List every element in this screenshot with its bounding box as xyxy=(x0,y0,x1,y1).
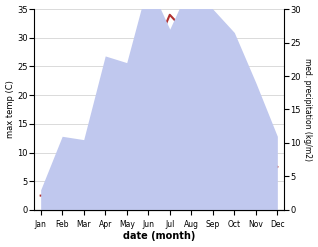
Y-axis label: med. precipitation (kg/m2): med. precipitation (kg/m2) xyxy=(303,58,313,161)
X-axis label: date (month): date (month) xyxy=(123,231,195,242)
Y-axis label: max temp (C): max temp (C) xyxy=(5,81,15,138)
